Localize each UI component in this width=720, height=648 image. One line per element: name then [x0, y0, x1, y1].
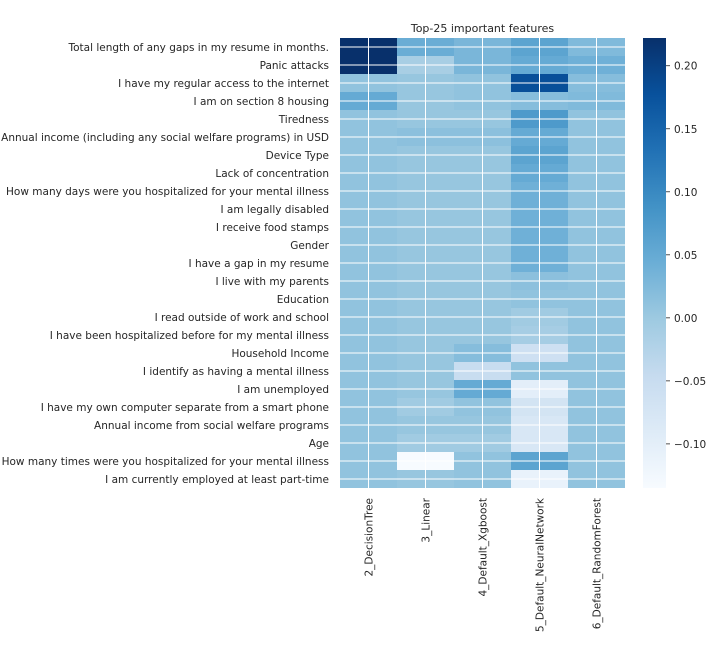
- row-label: I have a gap in my resume: [189, 258, 329, 270]
- heatmap-gridlines: [340, 38, 625, 488]
- row-label: Annual income from social welfare progra…: [94, 420, 329, 432]
- row-label: Total length of any gaps in my resume in…: [67, 42, 329, 54]
- row-label: Annual income (including any social welf…: [1, 132, 329, 144]
- column-label: 4_Default_Xgboost: [478, 498, 490, 597]
- row-label: I identify as having a mental illness: [143, 366, 329, 378]
- row-label: I have my regular access to the internet: [118, 78, 329, 90]
- row-label: Device Type: [266, 150, 329, 162]
- column-label: 6_Default_RandomForest: [592, 498, 604, 629]
- row-label: Age: [309, 438, 329, 450]
- row-label: I receive food stamps: [216, 222, 329, 234]
- row-label: I live with my parents: [215, 276, 329, 288]
- column-label: 5_Default_NeuralNetwork: [535, 497, 547, 632]
- row-label: How many times were you hospitalized for…: [2, 456, 329, 468]
- row-label: Panic attacks: [260, 60, 329, 72]
- row-label: I am currently employed at least part-ti…: [105, 474, 329, 486]
- colorbar-tick-label: 0.00: [674, 313, 697, 325]
- colorbar-tick-label: 0.15: [674, 124, 697, 136]
- row-label: Household Income: [231, 348, 329, 360]
- row-label: How many days were you hospitalized for …: [6, 186, 329, 198]
- row-label: I am legally disabled: [221, 204, 330, 216]
- chart-title: Top-25 important features: [410, 22, 555, 35]
- column-label: 2_DecisionTree: [364, 498, 376, 577]
- row-label: Lack of concentration: [215, 168, 329, 180]
- colorbar-tick-label: −0.05: [674, 376, 706, 388]
- row-label: Education: [277, 294, 329, 306]
- column-labels: 2_DecisionTree 3_Linear 4_Default_Xgboost 5…: [364, 497, 604, 632]
- row-label: Gender: [290, 240, 329, 252]
- colorbar-tick-label: 0.20: [674, 61, 697, 73]
- column-label: 3_Linear: [421, 497, 433, 542]
- colorbar-tick-label: −0.10: [674, 439, 706, 451]
- row-label: I am unemployed: [237, 384, 329, 396]
- row-label: I have my own computer separate from a s…: [41, 402, 329, 414]
- row-label: I am on section 8 housing: [194, 96, 329, 108]
- colorbar-ticks: −0.10 −0.05 0.00 0.05 0.10 0.15 0.20: [666, 61, 706, 451]
- row-label: Tiredness: [278, 114, 329, 126]
- colorbar-tick-label: 0.05: [674, 250, 697, 262]
- colorbar-tick-label: 0.10: [674, 187, 697, 199]
- row-label: I read outside of work and school: [155, 312, 329, 324]
- row-label: I have been hospitalized before for my m…: [50, 330, 329, 342]
- colorbar: [643, 38, 666, 488]
- row-labels: Total length of any gaps in my resume in…: [1, 42, 330, 486]
